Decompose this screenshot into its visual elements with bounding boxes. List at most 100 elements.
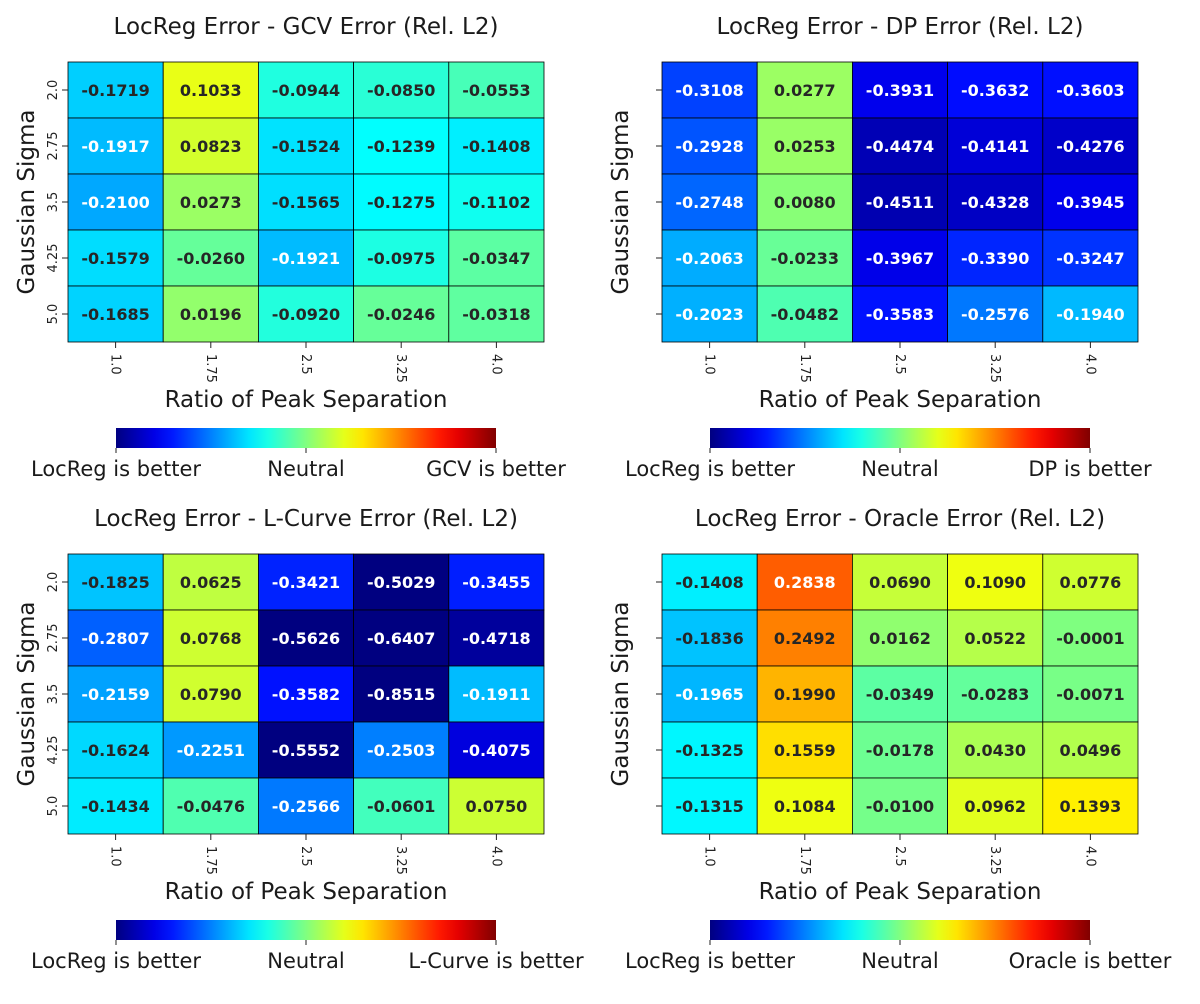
x-tick-label: 2.5: [298, 846, 313, 867]
x-tick-label: 4.0: [488, 354, 503, 375]
cell-value-label: 0.0162: [869, 629, 931, 648]
cell-value-label: -0.4718: [462, 629, 530, 648]
heatmap-cell: [162, 777, 259, 835]
cell-value-label: -0.1275: [367, 193, 435, 212]
cell-value-label: 0.0790: [180, 685, 242, 704]
heatmap-cell: [1042, 609, 1139, 667]
heatmap-cell: [353, 61, 450, 119]
cell-value-label: -0.3632: [961, 81, 1029, 100]
heatmap-cell: [257, 553, 354, 611]
cell-value-label: -0.0001: [1056, 629, 1124, 648]
cell-value-label: -0.0246: [367, 305, 435, 324]
heatmap-cell: [448, 285, 545, 343]
heatmap-cell: [852, 229, 949, 287]
x-tick-label: 4.0: [1082, 846, 1097, 867]
y-axis-label: Gaussian Sigma: [608, 602, 634, 787]
cell-value-label: -0.1579: [81, 249, 149, 268]
cell-value-label: -0.3583: [866, 305, 934, 324]
cell-value-label: -0.0318: [462, 305, 530, 324]
x-tick-label: 1.0: [108, 846, 123, 867]
cell-value-label: 0.0750: [466, 797, 528, 816]
heatmap-cell: [661, 173, 758, 231]
heatmap-cell: [67, 61, 164, 119]
colorbar-center-label: Neutral: [861, 457, 939, 481]
colorbar: [116, 428, 496, 448]
x-tick-label: 4.0: [1082, 354, 1097, 375]
cell-value-label: -0.1825: [81, 573, 149, 592]
x-tick-label: 1.75: [797, 846, 812, 875]
cell-value-label: -0.1408: [675, 573, 743, 592]
cell-value-label: -0.0944: [272, 81, 340, 100]
panel-title: LocReg Error - Oracle Error (Rel. L2): [695, 506, 1105, 532]
x-tick-label: 3.25: [987, 846, 1002, 875]
cell-value-label: -0.0100: [866, 797, 934, 816]
cell-value-label: -0.2576: [961, 305, 1029, 324]
heatmap-cell: [661, 721, 758, 779]
heatmap-cell: [67, 117, 164, 175]
heatmap-cell: [257, 777, 354, 835]
heatmap-cell: [756, 173, 853, 231]
cell-value-label: -0.0553: [462, 81, 530, 100]
x-axis-label: Ratio of Peak Separation: [759, 387, 1042, 413]
heatmap-cell: [756, 609, 853, 667]
colorbar-right-label: L-Curve is better: [408, 949, 584, 973]
heatmap-panel-1: LocReg Error - GCV Error (Rel. L2) -0.171…: [14, 14, 566, 481]
heatmap-panel-3: LocReg Error - L-Curve Error (Rel. L2) -0…: [14, 506, 584, 973]
heatmap-cell: [162, 173, 259, 231]
cell-value-label: -0.2023: [675, 305, 743, 324]
cell-value-label: 0.2492: [774, 629, 836, 648]
cell-value-label: 0.0776: [1060, 573, 1122, 592]
cell-value-label: -0.3455: [462, 573, 530, 592]
x-tick-label: 2.5: [892, 354, 907, 375]
x-tick-label: 1.0: [108, 354, 123, 375]
heatmap-cell: [1042, 173, 1139, 231]
heatmap-cell: [67, 777, 164, 835]
colorbar-left-label: LocReg is better: [625, 949, 795, 973]
cell-value-label: -0.1911: [462, 685, 530, 704]
cell-value-label: 0.0823: [180, 137, 242, 156]
cell-value-label: -0.4141: [961, 137, 1029, 156]
heatmap-cell: [661, 61, 758, 119]
y-axis-label: Gaussian Sigma: [608, 110, 634, 295]
y-tick-label: 5.0: [46, 304, 61, 325]
x-tick-label: 1.0: [702, 846, 717, 867]
heatmap-cell: [1042, 553, 1139, 611]
cell-value-label: 0.0080: [774, 193, 836, 212]
y-tick-label: 2.75: [46, 132, 61, 161]
cell-value-label: -0.1917: [81, 137, 149, 156]
cell-value-label: -0.3945: [1056, 193, 1124, 212]
colorbar-center-label: Neutral: [267, 457, 345, 481]
heatmap-cell: [852, 665, 949, 723]
heatmap-cell: [947, 665, 1044, 723]
cell-value-label: -0.1836: [675, 629, 743, 648]
cell-value-label: -0.8515: [367, 685, 435, 704]
heatmap-cell: [257, 61, 354, 119]
heatmap-cell: [448, 721, 545, 779]
x-tick-label: 1.75: [203, 354, 218, 383]
heatmap-cell: [852, 117, 949, 175]
cell-value-label: -0.1965: [675, 685, 743, 704]
cell-value-label: -0.0178: [866, 741, 934, 760]
heatmap-cell: [353, 173, 450, 231]
cell-value-label: -0.2503: [367, 741, 435, 760]
cell-value-label: -0.2807: [81, 629, 149, 648]
heatmap-cell: [756, 665, 853, 723]
cell-value-label: -0.1102: [462, 193, 530, 212]
cell-value-label: -0.2928: [675, 137, 743, 156]
x-tick-label: 3.25: [393, 846, 408, 875]
heatmap-cell: [947, 173, 1044, 231]
colorbar-left-label: LocReg is better: [31, 457, 201, 481]
cell-value-label: -0.1239: [367, 137, 435, 156]
heatmap-cell: [162, 285, 259, 343]
heatmap-cell: [257, 665, 354, 723]
cell-value-label: -0.1921: [272, 249, 340, 268]
cell-value-label: -0.1565: [272, 193, 340, 212]
heatmap-cell: [67, 721, 164, 779]
y-tick-label: 3.5: [46, 684, 61, 705]
cell-value-label: -0.0283: [961, 685, 1029, 704]
heatmap-cell: [756, 777, 853, 835]
cell-value-label: -0.0920: [272, 305, 340, 324]
heatmap-cell: [661, 285, 758, 343]
heatmap-cell: [1042, 665, 1139, 723]
